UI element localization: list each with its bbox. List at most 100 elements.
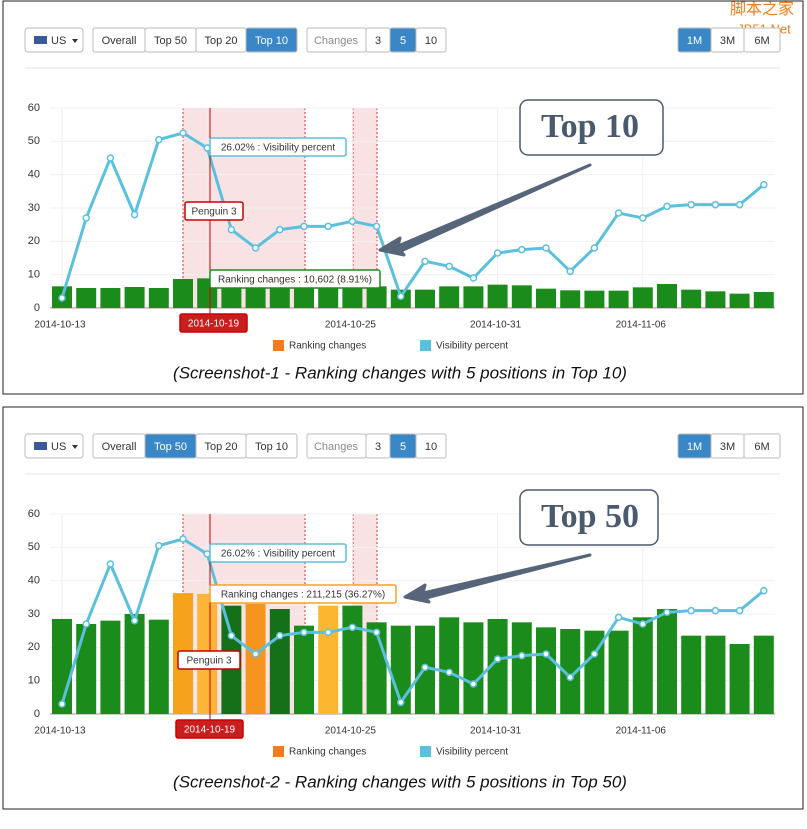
legend-swatch bbox=[420, 340, 431, 351]
line-point bbox=[614, 613, 623, 622]
country-label[interactable]: US bbox=[51, 441, 66, 453]
changes-button-label[interactable]: 3 bbox=[375, 441, 381, 453]
line-point bbox=[639, 214, 647, 222]
changes-button[interactable] bbox=[415, 27, 447, 53]
bar bbox=[705, 635, 726, 714]
bar bbox=[76, 624, 97, 714]
bar bbox=[124, 614, 145, 714]
event-date-box bbox=[179, 313, 248, 333]
y-tick-label: 0 bbox=[34, 302, 40, 314]
scope-button[interactable] bbox=[245, 433, 298, 459]
legend-label: Visibility percent bbox=[436, 747, 508, 758]
country-button[interactable] bbox=[24, 27, 84, 53]
scope-button-label[interactable]: Overall bbox=[102, 35, 137, 47]
bar bbox=[148, 619, 169, 714]
line-point bbox=[566, 673, 574, 682]
line-point bbox=[324, 628, 332, 637]
flag bbox=[34, 36, 47, 44]
scope-button-label[interactable]: Overall bbox=[102, 441, 137, 453]
y-tick-label: 40 bbox=[28, 575, 40, 587]
line-point bbox=[663, 608, 671, 617]
period-button-label[interactable]: 6M bbox=[754, 441, 769, 453]
line-point bbox=[251, 650, 260, 658]
scope-button-label[interactable]: Top 50 bbox=[154, 35, 187, 47]
country-button[interactable] bbox=[24, 433, 84, 459]
line-point bbox=[711, 200, 720, 209]
scope-button-label[interactable]: Top 10 bbox=[255, 441, 288, 453]
period-button-label[interactable]: 1M bbox=[687, 441, 702, 453]
y-tick-label: 10 bbox=[28, 675, 40, 687]
line-point bbox=[155, 135, 163, 144]
scope-button-label[interactable]: Top 20 bbox=[204, 35, 237, 47]
line-point bbox=[348, 217, 357, 226]
changes-button-label[interactable]: 3 bbox=[375, 35, 381, 47]
period-button[interactable] bbox=[743, 27, 781, 53]
line-point bbox=[760, 586, 768, 595]
bar bbox=[100, 620, 121, 714]
scope-button[interactable] bbox=[245, 27, 298, 53]
line-point bbox=[300, 222, 308, 231]
changes-label: Changes bbox=[314, 441, 359, 453]
line-point bbox=[348, 623, 357, 632]
bar bbox=[608, 630, 629, 714]
bar bbox=[487, 284, 508, 308]
line bbox=[60, 131, 765, 300]
bar bbox=[124, 287, 145, 308]
line-point bbox=[227, 631, 236, 640]
line-point bbox=[493, 655, 502, 663]
y-tick-label: 60 bbox=[28, 102, 40, 114]
changes-button-label[interactable]: 10 bbox=[425, 35, 437, 47]
watermark-title: 脚本之家 bbox=[730, 0, 794, 18]
changes-button[interactable] bbox=[415, 433, 447, 459]
bar bbox=[657, 609, 677, 714]
country-label[interactable]: US bbox=[51, 35, 66, 47]
bar bbox=[463, 286, 484, 308]
bar bbox=[173, 279, 193, 308]
scope-button-label[interactable]: Top 10 bbox=[255, 35, 288, 47]
line-point bbox=[155, 541, 163, 550]
y-tick-label: 60 bbox=[28, 508, 40, 520]
bar bbox=[584, 290, 605, 308]
line-point bbox=[421, 663, 429, 672]
bar bbox=[439, 286, 460, 308]
period-button-label[interactable]: 6M bbox=[754, 35, 769, 47]
event-label: Penguin 3 bbox=[191, 207, 236, 218]
callout-arrow bbox=[378, 163, 592, 257]
x-tick-label: 2014-10-25 bbox=[325, 726, 377, 737]
line-point bbox=[421, 257, 429, 266]
bar bbox=[584, 630, 605, 714]
visibility-tooltip: 26.02% : Visibility percent bbox=[221, 549, 336, 560]
y-tick-label: 40 bbox=[28, 169, 40, 181]
line-point bbox=[82, 620, 90, 628]
bar bbox=[318, 286, 339, 308]
period-button-label[interactable]: 3M bbox=[720, 35, 735, 47]
line-point bbox=[590, 650, 599, 658]
y-tick-label: 0 bbox=[34, 708, 40, 720]
line-point bbox=[735, 200, 744, 209]
x-tick-label: 2014-10-13 bbox=[34, 726, 86, 737]
line-point bbox=[760, 180, 768, 189]
period-button[interactable] bbox=[743, 433, 781, 459]
legend-swatch bbox=[273, 340, 284, 351]
callout-box bbox=[519, 489, 659, 546]
screenshot: US Overall Top 50 Top 20 Top 10 Changes 3 5 10 1M… bbox=[2, 0, 804, 395]
changes-button-label[interactable]: 5 bbox=[400, 441, 406, 453]
bar bbox=[681, 635, 702, 714]
x-tick-label: 2014-11-06 bbox=[616, 320, 667, 331]
line-point bbox=[300, 628, 308, 637]
changes-button-label[interactable]: 5 bbox=[400, 35, 406, 47]
line-point bbox=[687, 200, 695, 209]
callout-arrow bbox=[403, 553, 592, 604]
flag bbox=[34, 442, 47, 450]
caption: (Screenshot-2 - Ranking changes with 5 p… bbox=[173, 772, 627, 791]
bar bbox=[463, 622, 484, 714]
bar bbox=[511, 622, 532, 714]
changes-button-label[interactable]: 10 bbox=[425, 441, 437, 453]
screenshot: US Overall Top 50 Top 20 Top 10 Changes 3 5 10 1M… bbox=[2, 406, 804, 810]
period-button-label[interactable]: 1M bbox=[687, 35, 702, 47]
scope-button-label[interactable]: Top 50 bbox=[154, 441, 187, 453]
period-button-label[interactable]: 3M bbox=[720, 441, 735, 453]
scope-button-label[interactable]: Top 20 bbox=[204, 441, 237, 453]
y-tick-label: 30 bbox=[28, 608, 40, 620]
bar bbox=[76, 288, 97, 308]
